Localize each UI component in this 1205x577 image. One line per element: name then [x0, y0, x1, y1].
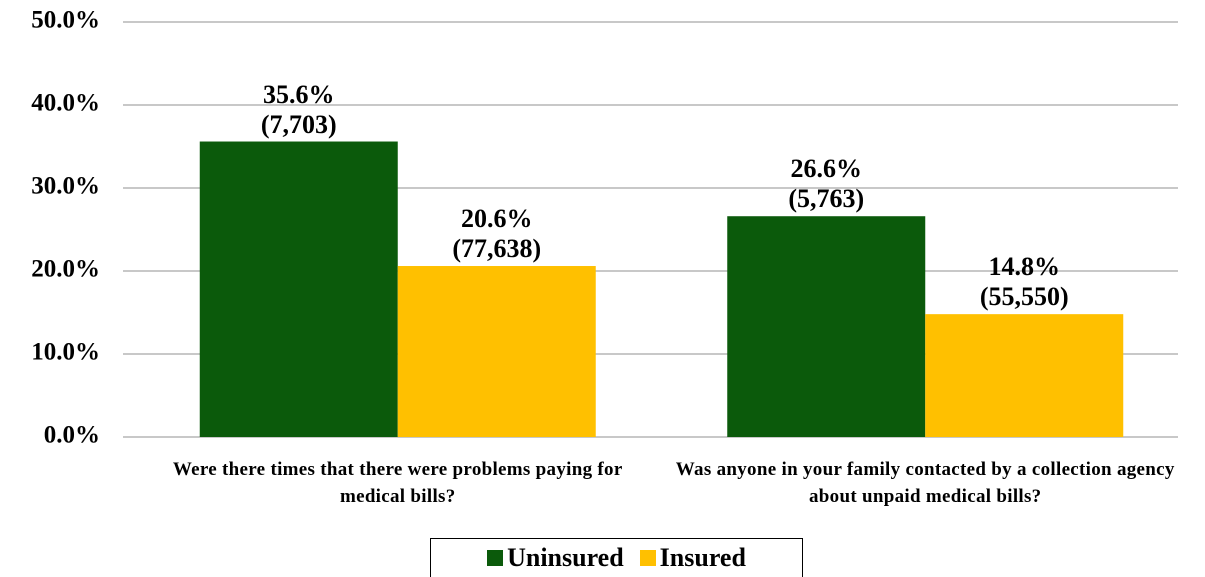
legend-entry: Uninsured	[487, 543, 624, 573]
legend-entry: Insured	[639, 543, 746, 573]
y-tick-label: 40.0%	[31, 90, 100, 117]
legend-label: Uninsured	[507, 543, 624, 572]
data-label: 20.6% (77,638)	[452, 204, 542, 264]
y-tick-label: 10.0%	[31, 339, 100, 366]
data-label: 35.6% (7,703)	[260, 79, 337, 139]
data-label: 26.6% (5,763)	[788, 154, 865, 214]
bar	[199, 141, 398, 437]
x-tick-label: Were there times that there were problem…	[172, 459, 623, 507]
y-tick-label: 0.0%	[44, 422, 100, 449]
bar	[397, 266, 596, 437]
x-tick-label: Was anyone in your family contacted by a…	[675, 459, 1175, 507]
y-tick-label: 30.0%	[31, 173, 100, 200]
legend-swatch	[487, 550, 504, 566]
legend-label: Insured	[659, 543, 746, 572]
y-tick-label: 20.0%	[31, 256, 100, 283]
legend: Uninsured Insured	[430, 538, 803, 577]
bar	[727, 216, 926, 437]
bar	[925, 314, 1124, 437]
y-tick-label: 50.0%	[31, 7, 100, 34]
data-label: 14.8% (55,550)	[979, 252, 1069, 312]
legend-swatch	[639, 550, 656, 566]
